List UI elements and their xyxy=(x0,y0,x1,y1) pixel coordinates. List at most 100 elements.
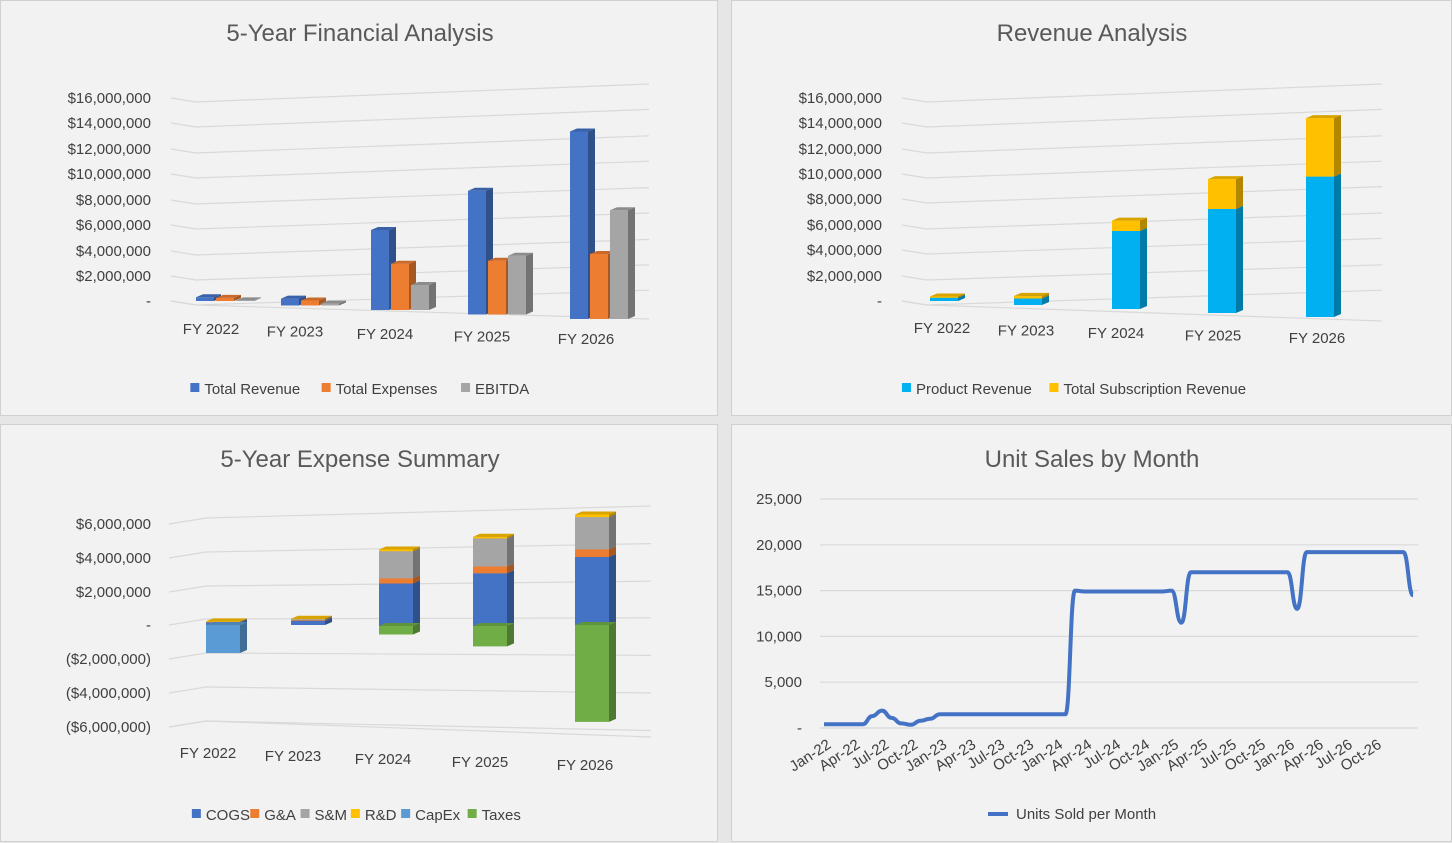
bar xyxy=(391,263,409,310)
legend-label: S&M xyxy=(315,807,348,824)
bar-top xyxy=(468,187,493,191)
bar-segment-top xyxy=(1306,115,1341,119)
bar-segment xyxy=(575,625,609,722)
bar-segment xyxy=(1208,179,1236,209)
y-tick-label: $12,000,000 xyxy=(799,141,882,158)
bar-segment-side xyxy=(958,293,965,298)
bar-segment-side xyxy=(1140,217,1147,231)
bar xyxy=(570,131,588,319)
bar-top xyxy=(590,251,615,254)
bar-segment xyxy=(379,583,413,626)
bar-segment xyxy=(1208,209,1236,313)
y-tick-label: 15,000 xyxy=(756,583,802,600)
gridline xyxy=(170,135,650,154)
bar xyxy=(371,230,389,310)
bar-top xyxy=(196,294,221,298)
legend-swatch xyxy=(321,383,331,392)
y-tick-label: $4,000,000 xyxy=(76,550,151,567)
bar-segment-side xyxy=(609,511,616,518)
bar-top xyxy=(301,297,326,301)
gridline xyxy=(168,505,652,525)
unit-sales-chart: Unit Sales by Month 25,000 20,000 15,000 10… xyxy=(756,446,1418,823)
y-tick-label: $6,000,000 xyxy=(807,217,882,234)
gridline xyxy=(901,135,1383,154)
bar-segment-side xyxy=(325,616,332,621)
bar-segment-side xyxy=(507,533,514,539)
x-tick-label: FY 2025 xyxy=(1185,328,1241,345)
y-tick-label: 25,000 xyxy=(756,491,802,508)
bar-segment xyxy=(930,297,958,301)
x-tick-label: FY 2025 xyxy=(454,329,510,346)
revenue-analysis-panel: Revenue Analysis $16,000,000 $14,000,000 $… xyxy=(731,0,1452,416)
bar-segment xyxy=(379,551,413,579)
y-tick-label: $16,000,000 xyxy=(68,90,151,107)
bar-segment-side xyxy=(325,615,332,620)
bar-segment xyxy=(291,620,325,625)
legend-label: Total Revenue xyxy=(204,381,300,398)
legend-swatch xyxy=(350,809,360,818)
chart-title: Unit Sales by Month xyxy=(985,446,1200,473)
bar-side xyxy=(319,297,326,306)
legend-swatch xyxy=(250,809,260,818)
x-tick-label: FY 2024 xyxy=(357,326,413,343)
bar-segment-side xyxy=(1042,295,1049,305)
gridline xyxy=(170,83,650,103)
bar-top xyxy=(216,294,241,298)
x-tick-label: FY 2022 xyxy=(180,745,236,762)
y-tick-label: - xyxy=(146,293,151,310)
chart-title: 5-Year Expense Summary xyxy=(220,446,499,473)
bar xyxy=(468,190,486,315)
y-tick-label: 5,000 xyxy=(764,674,802,691)
y-tick-label: $4,000,000 xyxy=(76,243,151,260)
bar-segment-top xyxy=(379,546,420,550)
y-tick-label: $8,000,000 xyxy=(76,192,151,209)
y-tick-label: $2,000,000 xyxy=(76,268,151,285)
gridline xyxy=(170,108,650,128)
bar-top xyxy=(236,297,261,301)
bar-segment-side xyxy=(325,617,332,621)
gridline xyxy=(901,160,1383,179)
y-tick-label: ($2,000,000) xyxy=(66,651,151,668)
x-tick-label: FY 2026 xyxy=(558,331,614,348)
legend-swatch xyxy=(901,383,911,392)
bar xyxy=(236,300,254,301)
legend-swatch xyxy=(467,809,477,818)
bar-side xyxy=(429,282,436,310)
gridline xyxy=(170,160,650,179)
bar-segment-side xyxy=(507,570,514,626)
x-tick-label: FY 2026 xyxy=(557,757,613,774)
bar-segment-side xyxy=(507,535,514,567)
bar xyxy=(610,210,628,319)
x-tick-label: FY 2023 xyxy=(998,323,1054,340)
x-tick-label: FY 2023 xyxy=(265,748,321,765)
bar-top xyxy=(488,257,513,261)
y-tick-label: $2,000,000 xyxy=(76,584,151,601)
legend-swatch xyxy=(191,809,201,818)
gridline xyxy=(170,238,650,256)
bar-segment-side xyxy=(413,623,420,635)
bar-top xyxy=(321,300,346,304)
bar-top xyxy=(610,207,635,211)
bar-segment-side xyxy=(240,622,247,654)
financial-analysis-panel: 5-Year Financial Analysis $16,000,000 $14… xyxy=(0,0,718,416)
bar-segment-top xyxy=(575,511,616,515)
y-tick-label: $6,000,000 xyxy=(76,516,151,533)
x-tick-label: FY 2022 xyxy=(183,321,239,338)
y-tick-label: ($6,000,000) xyxy=(66,719,151,736)
expense-summary-chart: 5-Year Expense Summary $6,000,000 $4,000,… xyxy=(66,446,652,824)
bar-segment xyxy=(473,573,507,626)
bar-top xyxy=(371,227,396,230)
bar-segment-side xyxy=(1140,228,1147,309)
bar-segment-side xyxy=(507,623,514,647)
bar-segment-side xyxy=(609,514,616,550)
bar xyxy=(196,297,214,301)
gridline xyxy=(170,187,650,205)
bar-segment-top xyxy=(575,622,616,625)
bar-segment xyxy=(473,536,507,539)
y-tick-label: 20,000 xyxy=(756,537,802,554)
legend-swatch xyxy=(401,809,411,818)
bar-segment xyxy=(1306,176,1334,317)
revenue-analysis-chart: Revenue Analysis $16,000,000 $14,000,000 $… xyxy=(799,20,1383,398)
legend-swatch xyxy=(190,383,200,392)
gridline xyxy=(901,108,1383,128)
